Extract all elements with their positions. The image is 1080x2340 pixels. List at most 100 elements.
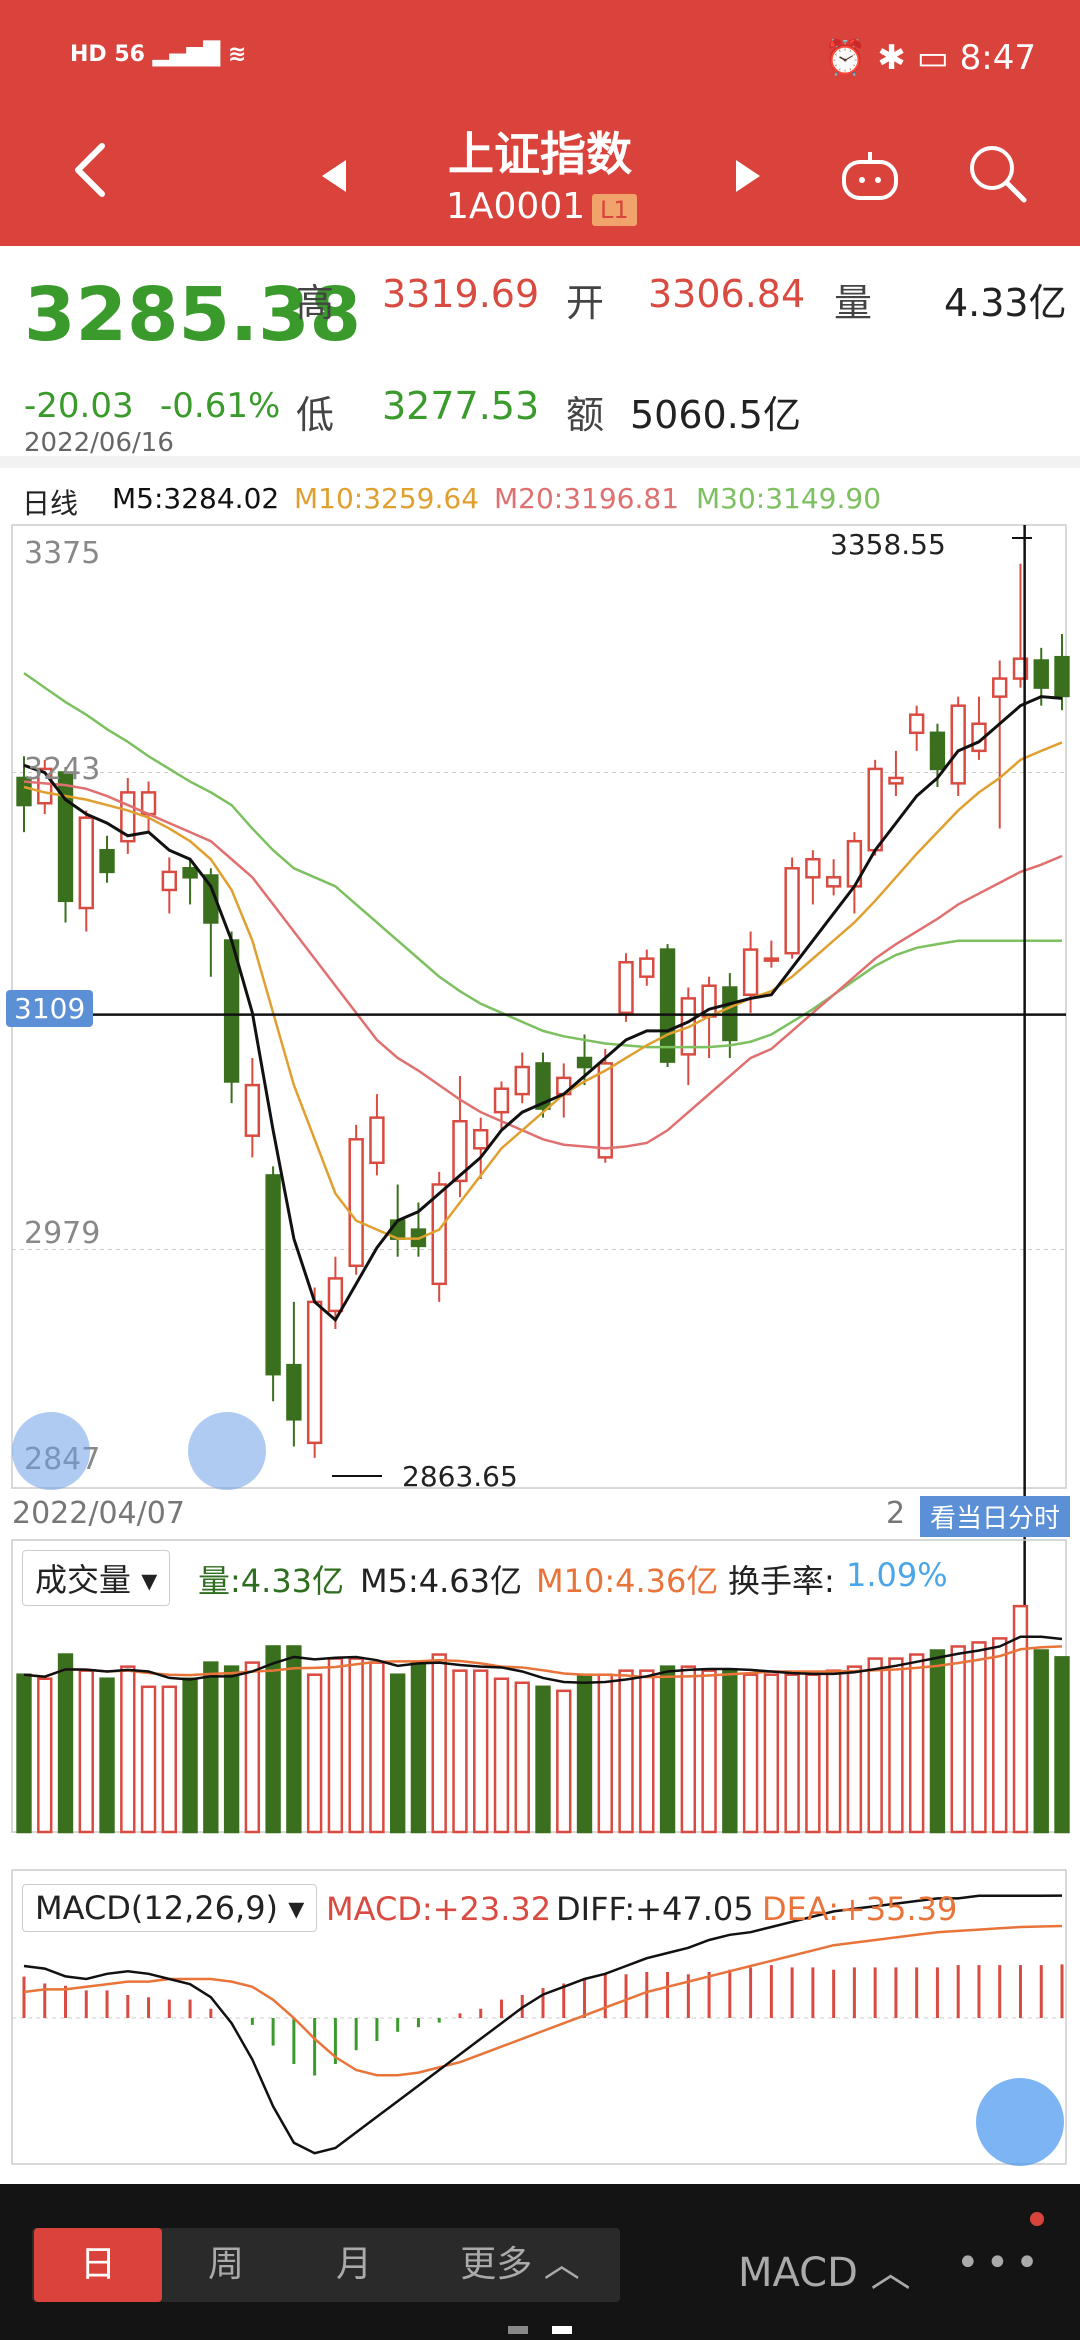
candle-body	[908, 713, 925, 735]
candle-body	[182, 867, 198, 879]
status-bar-right: ⏰ ✱ ▭ 8:47	[824, 38, 1036, 78]
volume-bar	[452, 1669, 468, 1834]
amount-label: 额	[566, 393, 605, 437]
change-value: -20.03	[24, 386, 134, 426]
period-label: 日线	[22, 487, 79, 520]
candle-body	[306, 1300, 323, 1445]
amount-value: 5060.5亿	[630, 393, 801, 437]
dea-value: DEA:+35.39	[762, 1890, 958, 1928]
volume-ma10: M10:4.36亿	[536, 1562, 719, 1600]
more-menu-button[interactable]: •••	[956, 2240, 1045, 2286]
volume-bar	[950, 1645, 966, 1834]
change-pct: -0.61%	[160, 386, 281, 426]
volume-bar	[825, 1669, 842, 1834]
low-label: 低	[296, 393, 335, 437]
volume-ma10-line	[23, 1645, 1063, 1679]
header-bar: HD 56 ▂▄▆█ ≋ ⏰ ✱ ▭ 8:47 上证指数 1A0001 L1	[0, 0, 1080, 246]
collapse-icon[interactable]	[12, 1412, 90, 1490]
quote-date: 2022/06/16	[24, 428, 174, 458]
candle-body	[78, 816, 94, 910]
tab-day[interactable]: 日	[34, 2228, 162, 2302]
volume-bar	[120, 1665, 136, 1834]
macd-selector-label: MACD(12,26,9)	[35, 1889, 279, 1927]
search-icon[interactable]	[966, 142, 1030, 206]
candle-body	[99, 848, 115, 874]
macd-value: MACD:+23.32	[326, 1890, 552, 1928]
candle-body	[763, 957, 780, 962]
y-tick-top: 3375	[24, 536, 101, 571]
candle-body	[161, 870, 178, 892]
candle-body	[286, 1363, 302, 1421]
volume-bar	[784, 1673, 800, 1834]
volume-selector-label: 成交量	[35, 1561, 132, 1599]
volume-bar	[493, 1677, 510, 1834]
ma30-line	[23, 672, 1062, 1049]
notification-dot	[1030, 2212, 1044, 2226]
volume-bar	[701, 1669, 717, 1834]
expand-icon[interactable]	[188, 1412, 266, 1490]
kline-chart[interactable]	[0, 0, 1080, 2184]
volume-bar	[286, 1645, 302, 1834]
candle-body	[618, 960, 634, 1015]
next-stock-icon[interactable]	[736, 160, 760, 192]
volume-bar	[722, 1669, 738, 1834]
volume-bar	[576, 1673, 593, 1834]
tab-week[interactable]: 周	[207, 2244, 244, 2285]
volume-bar	[639, 1669, 655, 1834]
ma5-legend: M5:3284.02	[112, 482, 280, 515]
volume-bar	[1012, 1604, 1029, 1834]
volume-bar	[327, 1657, 344, 1834]
volume-current: 量:4.33亿	[198, 1562, 345, 1600]
volume-bar	[431, 1653, 447, 1834]
lightbulb-icon[interactable]	[976, 2078, 1064, 2166]
volume-bar	[908, 1653, 925, 1834]
max-price-label: 3358.55	[830, 528, 946, 561]
candle-body	[327, 1277, 344, 1313]
back-arrow-icon[interactable]	[70, 140, 110, 200]
volume-bar	[742, 1673, 759, 1834]
level-badge: L1	[592, 194, 637, 226]
candle-body	[784, 867, 800, 955]
candle-body	[473, 1129, 489, 1150]
volume-bar	[929, 1649, 946, 1834]
candle-body	[742, 948, 759, 997]
candle-body	[452, 1119, 468, 1183]
volume-label: 量	[834, 281, 873, 325]
prev-stock-icon[interactable]	[322, 160, 346, 192]
ma20-line	[23, 780, 1063, 1150]
volume-bar	[57, 1653, 74, 1834]
open-label: 开	[566, 281, 605, 325]
volume-bar	[763, 1673, 780, 1834]
candle-body	[992, 677, 1008, 698]
indicator-switch-button[interactable]: MACD ︿	[738, 2250, 911, 2296]
candle-body	[1054, 655, 1070, 698]
volume-bar	[846, 1665, 863, 1834]
tab-month[interactable]: 月	[335, 2244, 372, 2285]
diff-value: DIFF:+47.05	[556, 1890, 754, 1928]
candle-body	[348, 1138, 364, 1268]
macd-selector[interactable]: MACD(12,26,9) ▾	[22, 1884, 318, 1932]
volume-bar	[618, 1669, 634, 1834]
volume-ma5: M5:4.63亿	[360, 1562, 523, 1600]
macd-panel-frame	[11, 1869, 1067, 2165]
ma20-legend: M20:3196.81	[494, 482, 680, 515]
candle-body	[1033, 659, 1049, 689]
price-panel-frame	[11, 524, 1067, 1489]
volume-bar	[16, 1673, 32, 1834]
divider	[0, 456, 1080, 468]
volume-bar	[867, 1657, 883, 1834]
volume-selector[interactable]: 成交量 ▾	[22, 1550, 171, 1606]
quote-panel	[0, 246, 1080, 466]
volume-bar	[514, 1681, 530, 1834]
volume-bar	[597, 1673, 613, 1834]
volume-bar	[410, 1661, 427, 1834]
min-price-label: 2863.65	[402, 1460, 518, 1493]
view-intraday-button[interactable]: 看当日分时	[919, 1496, 1070, 1537]
volume-bar	[659, 1665, 676, 1834]
volume-bar	[1033, 1649, 1049, 1834]
robot-icon[interactable]	[838, 148, 902, 202]
volume-bar	[535, 1685, 551, 1834]
tab-more[interactable]: 更多 ︿	[460, 2244, 580, 2285]
volume-bar	[805, 1673, 821, 1834]
